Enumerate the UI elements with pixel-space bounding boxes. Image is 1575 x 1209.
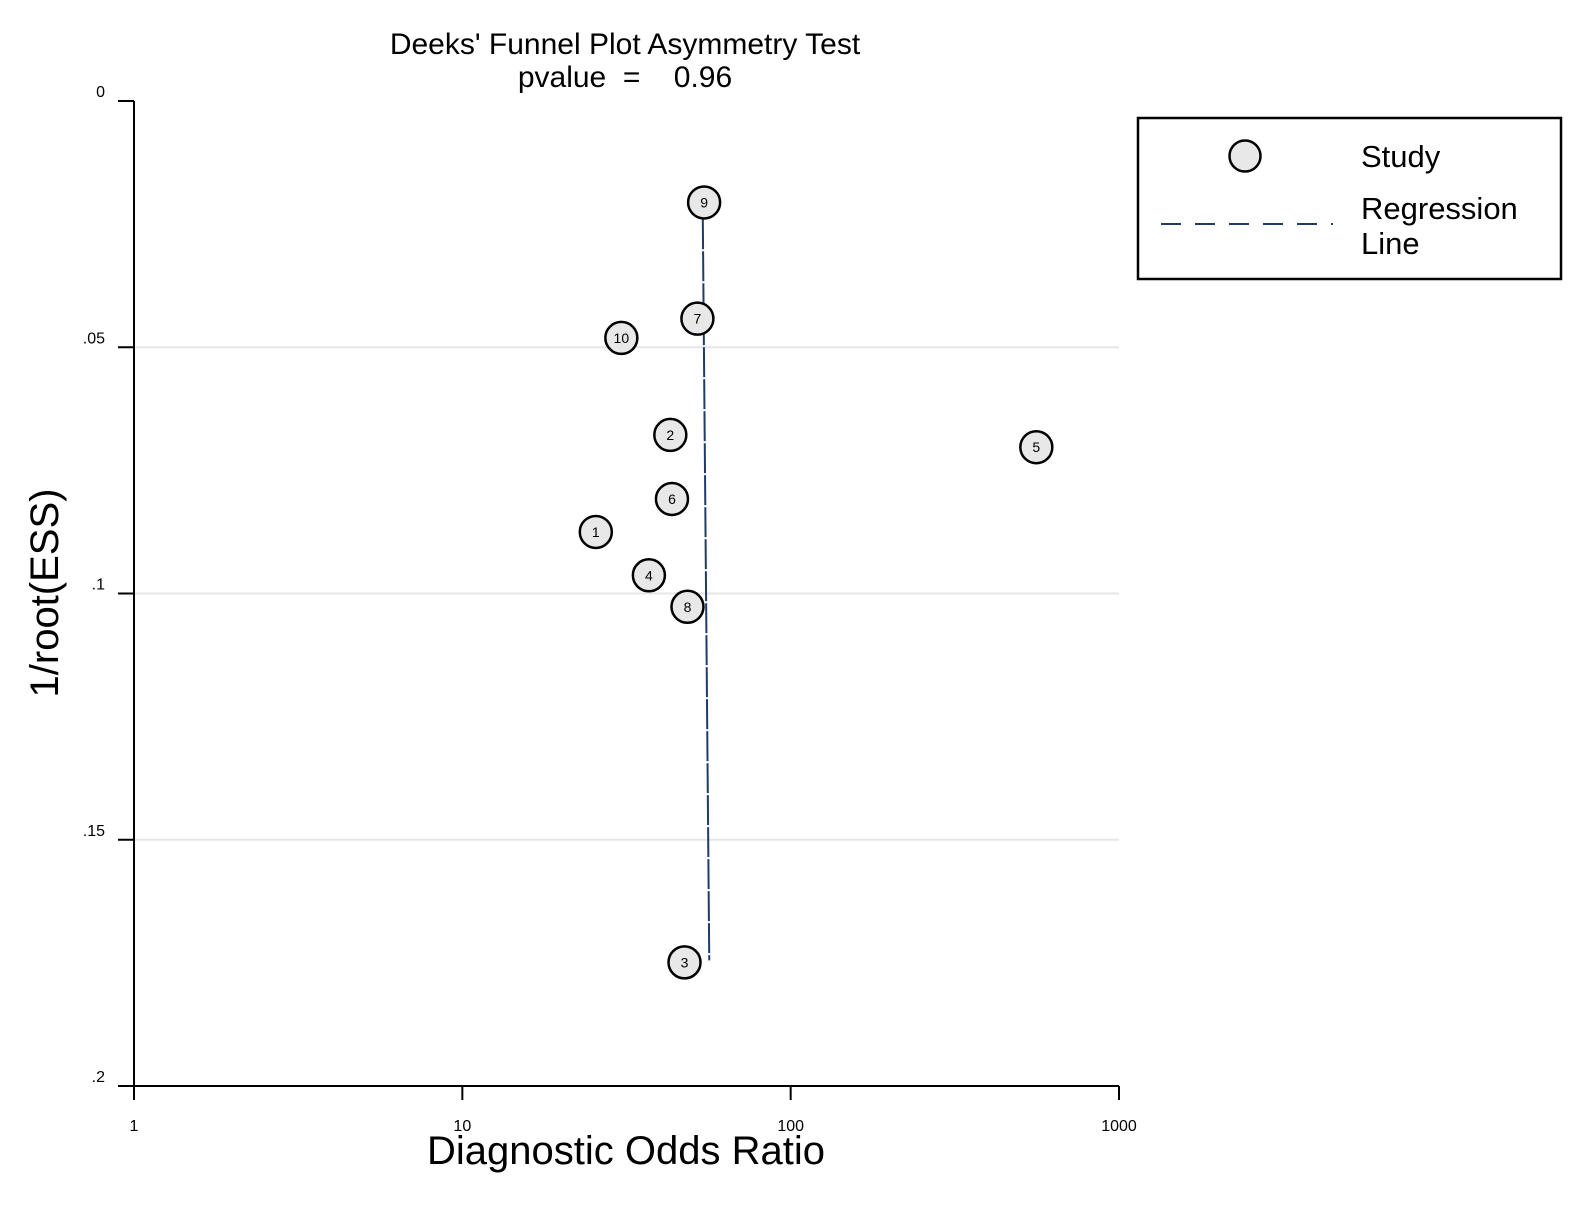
data-layer: 1 2 3 4 5 6 7 8 9 10: [578, 185, 1054, 980]
study-label: 3: [681, 954, 689, 970]
x-tick-label: 1000: [1101, 1118, 1137, 1135]
x-axis-label: Diagnostic Odds Ratio: [427, 1129, 825, 1173]
study-label: 6: [668, 491, 676, 507]
legend: Study Regression Line: [1136, 116, 1563, 281]
study-marker: [654, 481, 690, 517]
y-axis-label: 1/root(ESS): [23, 489, 67, 698]
study-point: 5: [1019, 429, 1054, 465]
study-marker: [1019, 429, 1054, 465]
study-point: 1: [578, 514, 614, 550]
y-tick-label: 0: [96, 84, 105, 101]
axes: 0 .05 .1 .15 .2 1 10 100 1000: [83, 84, 1137, 1135]
y-tick-label: .15: [83, 823, 105, 840]
chart-title: Deeks' Funnel Plot Asymmetry Test: [390, 28, 861, 61]
study-label: 7: [694, 311, 702, 327]
x-tick-label: 1: [130, 1118, 139, 1135]
y-tick-label: .1: [92, 577, 105, 594]
study-marker: [604, 320, 639, 356]
study-point: 2: [653, 417, 688, 453]
study-point: 3: [667, 945, 702, 980]
legend-study-marker-icon: [1228, 139, 1262, 173]
x-tick-label: 100: [777, 1118, 804, 1135]
regression-line: [701, 219, 711, 961]
study-label: 2: [666, 427, 674, 443]
study-marker: [578, 514, 614, 550]
study-label: 10: [614, 330, 630, 346]
study-point: 9: [686, 185, 722, 220]
study-marker: [670, 589, 705, 625]
legend-box: [1136, 116, 1563, 281]
study-point: 8: [670, 589, 705, 625]
study-marker: [686, 185, 722, 220]
y-tick-label: .2: [92, 1069, 105, 1086]
y-tick-label: .05: [83, 330, 105, 347]
study-label: 5: [1032, 439, 1040, 455]
study-point: 10: [604, 320, 639, 356]
chart-subtitle: pvalue = 0.96: [518, 61, 732, 94]
study-point: 4: [631, 558, 667, 593]
study-point: 6: [654, 481, 690, 517]
study-marker: [667, 945, 702, 980]
study-label: 8: [684, 599, 692, 615]
study-label: 9: [700, 194, 708, 210]
study-label: 4: [645, 567, 653, 583]
legend-study-label: Study: [1361, 139, 1441, 174]
study-point: 7: [680, 301, 715, 336]
study-label: 1: [592, 524, 600, 540]
x-tick-label: 10: [453, 1118, 471, 1135]
study-marker: [680, 301, 715, 336]
study-marker: [631, 558, 667, 593]
legend-regression-label: Regression Line: [1361, 191, 1526, 261]
study-marker: [653, 417, 688, 453]
